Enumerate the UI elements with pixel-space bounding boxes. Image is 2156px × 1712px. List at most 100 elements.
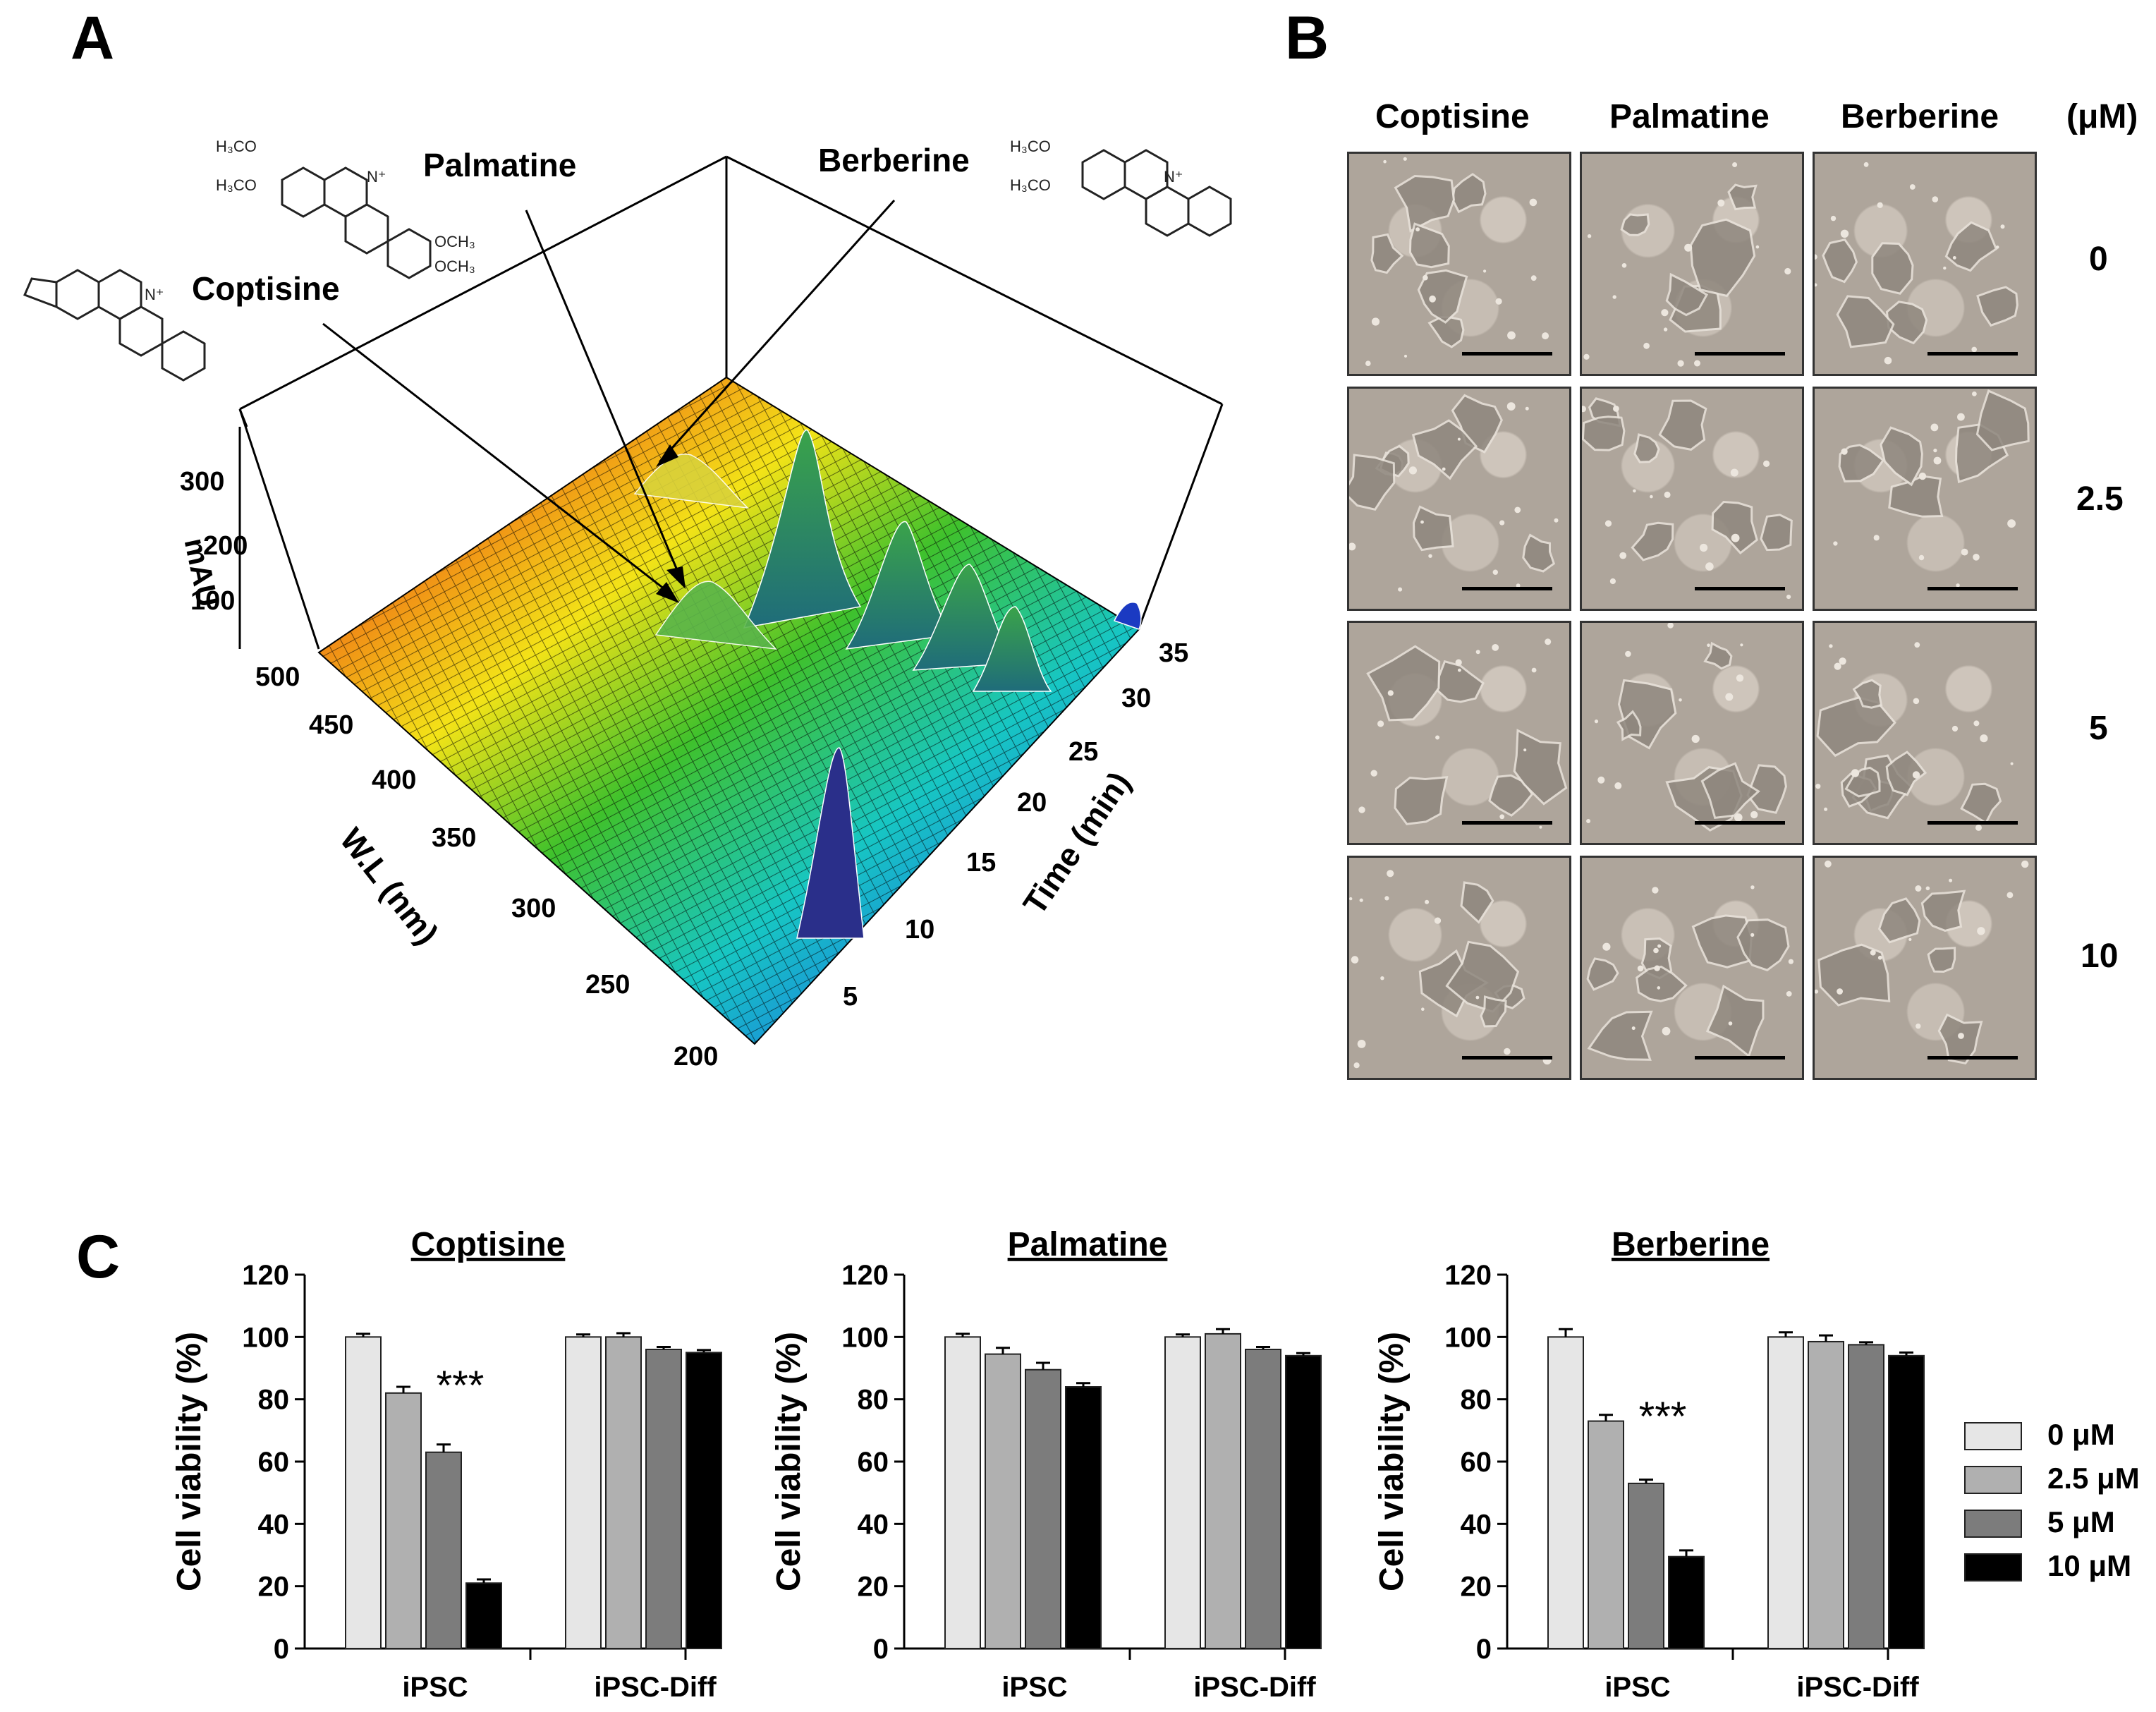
bar: [1205, 1332, 1241, 1650]
y-tick-label: 40: [858, 1509, 889, 1540]
scale-bar: [1927, 821, 2018, 825]
x-category-label: iPSC-Diff: [1796, 1672, 1919, 1703]
label-coptisine: Coptisine: [192, 270, 340, 307]
scale-bar: [1462, 352, 1552, 356]
x-category-label: iPSC: [1001, 1672, 1067, 1703]
y-axis-label: Cell viability (%): [770, 1332, 808, 1591]
bar: [425, 1451, 462, 1649]
legend-label: 5 μM: [2047, 1505, 2115, 1538]
micrograph-tile: [1580, 856, 1804, 1080]
wl-tick-400: 400: [372, 765, 416, 795]
wl-axis-label: W.L (nm): [333, 821, 446, 951]
coptisine-structure: [23, 269, 206, 382]
bar: [1767, 1336, 1804, 1649]
palm-och3-2: OCH₃: [434, 257, 475, 275]
frame-lines: [238, 155, 1224, 650]
palm-h3co-2: H₃CO: [216, 176, 257, 194]
time-tick-30: 30: [1121, 684, 1151, 713]
peak-ridges: [633, 430, 1142, 939]
micrograph-tile: [1347, 856, 1571, 1080]
micrograph-tile: [1813, 621, 2037, 845]
bar: [1848, 1344, 1884, 1649]
cell-colonies: [1582, 397, 1793, 600]
wl-tick-450: 450: [309, 710, 353, 740]
wl-tick-200: 200: [674, 1042, 718, 1071]
berb-h3co-1: H₃CO: [1010, 138, 1051, 155]
y-tick-label: 40: [1461, 1509, 1492, 1540]
bar: [465, 1582, 502, 1649]
y-tick-label: 20: [258, 1572, 290, 1603]
scale-bar: [1462, 587, 1552, 590]
y-tick-label: 60: [258, 1447, 290, 1478]
palm-h3co-1: H₃CO: [216, 138, 257, 155]
label-berberine: Berberine: [818, 142, 970, 178]
y-tick-label: 80: [858, 1385, 889, 1416]
bar: [1245, 1349, 1281, 1649]
y-tick-label: 120: [242, 1260, 289, 1291]
compound-arrows: [322, 199, 896, 597]
significance-marker: ***: [437, 1363, 485, 1409]
x-category-label: iPSC: [1604, 1672, 1670, 1703]
legend-item: 2.5 μM: [1964, 1462, 2156, 1497]
micrograph-tile: [1580, 387, 1804, 611]
cell-colonies: [1815, 162, 2018, 365]
berberine-structure: [1081, 149, 1232, 237]
bar: [1668, 1555, 1705, 1650]
legend-item: 0 μM: [1964, 1418, 2156, 1453]
y-tick-label: 120: [841, 1260, 889, 1291]
row-label-0: 0: [2089, 241, 2108, 278]
legend-swatch: [1964, 1466, 2022, 1494]
time-tick-20: 20: [1017, 788, 1047, 818]
micrograph-tile: [1813, 387, 2037, 611]
row-label-2.5: 2.5: [2076, 480, 2124, 518]
micrograph-tile: [1813, 152, 2037, 376]
y-tick-label: 80: [1461, 1385, 1492, 1416]
y-tick-label: 0: [873, 1634, 889, 1665]
micrograph-tile: [1347, 621, 1571, 845]
palm-n-plus: N⁺: [367, 168, 386, 186]
mau-tick-200: 200: [203, 531, 248, 561]
scale-bar: [1927, 587, 2018, 590]
berb-n-plus: N⁺: [1164, 168, 1183, 186]
bar: [1065, 1386, 1102, 1649]
bar: [1888, 1354, 1925, 1649]
bar: [686, 1352, 722, 1650]
chart-title: Coptisine: [411, 1226, 566, 1263]
time-tick-15: 15: [966, 848, 996, 878]
bar: [985, 1353, 1021, 1649]
legend-swatch: [1964, 1553, 2022, 1582]
time-tick-10: 10: [905, 915, 934, 945]
y-tick-label: 0: [274, 1634, 289, 1665]
y-axis-label: Cell viability (%): [171, 1332, 208, 1591]
col-label-coptisine: Coptisine: [1375, 98, 1530, 135]
micrograph-tile: [1347, 152, 1571, 376]
y-tick-label: 100: [1444, 1322, 1492, 1353]
panel-letter-c: C: [76, 1223, 121, 1291]
panel-letter-b: B: [1285, 4, 1329, 72]
x-category-label: iPSC: [402, 1672, 468, 1703]
legend-label: 10 μM: [2047, 1549, 2132, 1582]
x-category-label: iPSC-Diff: [594, 1672, 717, 1703]
cell-colonies: [1349, 394, 1559, 592]
micrograph-tile: [1347, 387, 1571, 611]
mau-tick-100: 100: [190, 586, 235, 616]
cell-colonies: [1586, 885, 1793, 1061]
berb-h3co-2: H₃CO: [1010, 176, 1051, 194]
significance-marker: ***: [1639, 1394, 1687, 1440]
cell-colonies: [1815, 860, 2029, 1065]
legend-label: 2.5 μM: [2047, 1462, 2140, 1495]
cell-colonies: [1349, 870, 1552, 1069]
mau-tick-300: 300: [180, 467, 224, 497]
y-tick-label: 60: [1461, 1447, 1492, 1478]
bar: [645, 1349, 682, 1649]
y-tick-label: 40: [258, 1509, 290, 1540]
y-tick-label: 120: [1444, 1260, 1492, 1291]
legend-item: 10 μM: [1964, 1549, 2156, 1584]
col-label-berberine: Berberine: [1841, 98, 1999, 135]
scale-bar: [1462, 821, 1552, 825]
bar: [1285, 1354, 1322, 1649]
bar: [1808, 1340, 1844, 1649]
legend-swatch: [1964, 1510, 2022, 1538]
unit-label: (μM): [2066, 98, 2138, 135]
bar: [605, 1336, 642, 1649]
